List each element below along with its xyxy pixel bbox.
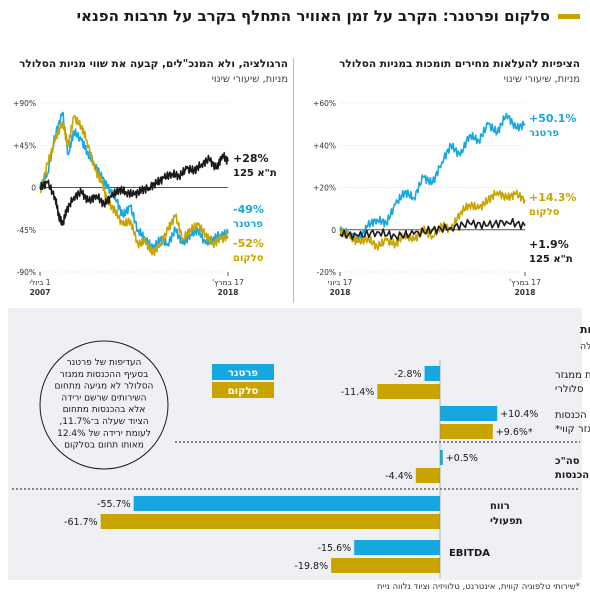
footnote: *שירותי טלפוניה קווית, אינטרנט, טלוויזיה…	[377, 582, 580, 592]
cellcom-bar	[377, 384, 440, 399]
right-index-name-label: ת"א 125	[529, 254, 573, 265]
category-label: הכנסות ממגזר	[555, 370, 590, 381]
cellcom-bar-label: -4.4%	[385, 471, 413, 482]
y-tick-label: 0	[331, 226, 336, 235]
category-label: הכנסות	[555, 410, 587, 421]
callout-text-line: השירותים שרשם ירידה	[61, 393, 146, 403]
series-line	[339, 217, 526, 241]
y-tick-label: -20%	[317, 268, 336, 277]
x-tick-label: 17 במרץ'	[509, 278, 541, 287]
legend-cellcom	[212, 382, 274, 398]
bar-chart-title: פרטנר הציגה תוצאות גרועות פחות	[580, 323, 590, 336]
chart-divider	[293, 58, 294, 303]
cellcom-bar-label: -19.8%	[294, 561, 328, 572]
category-label: סה"כ	[555, 456, 580, 467]
right-cellcom-name-label: סלקום	[529, 207, 560, 218]
cellcom-bar-label: +9.6%*	[496, 427, 533, 438]
headline-bar: סלקום ופרטנר: הקרב על זמן האוויר התחלף ב…	[77, 7, 580, 25]
callout-text-line: הסלולר לא מגיעה מתחום	[55, 382, 154, 392]
partner-bar-label: -2.8%	[394, 369, 422, 380]
category-label: סלולרי	[555, 384, 583, 395]
partner-bar-label: +10.4%	[500, 409, 538, 420]
legend-partner-label: פרטנר	[228, 368, 258, 379]
x-tick-year: 2018	[330, 288, 351, 297]
x-tick-year: 2007	[30, 288, 51, 297]
partner-bar	[440, 450, 443, 465]
y-tick-label: -45%	[17, 226, 36, 235]
line-charts: +90% +45% 0 -45% -90% +28% ת"א 125 -49% פרטנר -52…	[13, 99, 576, 297]
callout-text-line: לעומת ירידה של 12.4%	[57, 429, 151, 439]
left-chart-title: הרגולציה, ולא המנכ"לים, קבעה את שווי מני…	[19, 58, 288, 70]
cellcom-bar	[415, 468, 440, 483]
callout-text-line: בסעיף ההכנסות ממגזר	[60, 370, 149, 380]
left-cellcom-end-label: -52%	[233, 237, 264, 250]
right-chart-title: הציפיות להעלאות מחירים תומכות במניות הסל…	[339, 58, 580, 70]
category-label: ממגזר קווי*	[555, 424, 590, 435]
x-tick-label: 1 ביולי	[29, 278, 50, 287]
partner-bar	[440, 406, 498, 421]
category-label: EBITDA	[449, 548, 490, 559]
y-tick-label: +90%	[13, 99, 36, 108]
partner-bar	[133, 496, 440, 511]
left-index-name-label: ת"א 125	[233, 168, 277, 179]
cellcom-bar	[440, 424, 493, 439]
x-tick-year: 2018	[515, 288, 536, 297]
category-label: הכנסות	[555, 470, 589, 481]
cellcom-bar	[100, 514, 441, 529]
x-tick-label: 17 במרץ'	[212, 278, 244, 287]
callout-text-line: אלא בהכנסות מתחום	[63, 405, 146, 415]
partner-bar-label: -55.7%	[97, 499, 131, 510]
left-chart-subtitle: מניות, שיעורי שינוי	[211, 74, 288, 85]
partner-bar	[354, 540, 440, 555]
callout-text-line: מאותו תחום בסלקום	[64, 441, 144, 451]
left-partner-name-label: פרטנר	[233, 219, 263, 230]
series-line	[39, 114, 229, 257]
series-line	[339, 112, 526, 243]
right-cellcom-end-label: +14.3%	[529, 191, 576, 204]
series-line	[39, 152, 229, 226]
results-panel	[8, 308, 582, 580]
x-tick-year: 2018	[218, 288, 239, 297]
callout-text-line: העדיפות של פרטנר	[67, 358, 142, 368]
callout-text-line: הציוד שעלה ב־11.7%,	[59, 417, 148, 427]
legend-partner	[212, 364, 274, 380]
left-partner-end-label: -49%	[233, 203, 264, 216]
series-line	[339, 189, 526, 251]
left-index-end-label: +28%	[233, 152, 269, 165]
partner-bar-label: -15.6%	[318, 543, 352, 554]
category-label: רווח	[490, 501, 510, 512]
y-tick-label: 0	[31, 184, 36, 193]
cellcom-bar-label: -61.7%	[64, 517, 98, 528]
right-index-end-label: +1.9%	[529, 238, 569, 251]
legend-cellcom-label: סלקום	[228, 386, 259, 397]
y-tick-label: +60%	[313, 99, 336, 108]
headline-accent	[558, 13, 580, 19]
right-partner-name-label: פרטנר	[529, 128, 559, 139]
category-label: תפעולי	[490, 516, 523, 527]
right-chart-subtitle: מניות, שיעורי שינוי	[503, 74, 580, 85]
callout-circle	[39, 340, 169, 470]
partner-bar-label: +0.5%	[446, 453, 478, 464]
x-tick-label: 17 ביוני	[328, 278, 353, 287]
right-partner-end-label: +50.1%	[529, 112, 576, 125]
y-tick-label: +40%	[313, 141, 336, 150]
partner-bar	[424, 366, 440, 381]
headline: סלקום ופרטנר: הקרב על זמן האוויר התחלף ב…	[76, 7, 550, 25]
y-tick-label: -90%	[17, 268, 36, 277]
cellcom-bar	[331, 558, 440, 573]
cellcom-bar-label: -11.4%	[341, 387, 375, 398]
bar-chart-subtitle: שיעור השינוי בעיקרי תוצאות הפעילות ינו'-…	[580, 341, 590, 352]
y-tick-label: +45%	[13, 141, 36, 150]
y-tick-label: +20%	[313, 184, 336, 193]
left-cellcom-name-label: סלקום	[233, 253, 264, 264]
